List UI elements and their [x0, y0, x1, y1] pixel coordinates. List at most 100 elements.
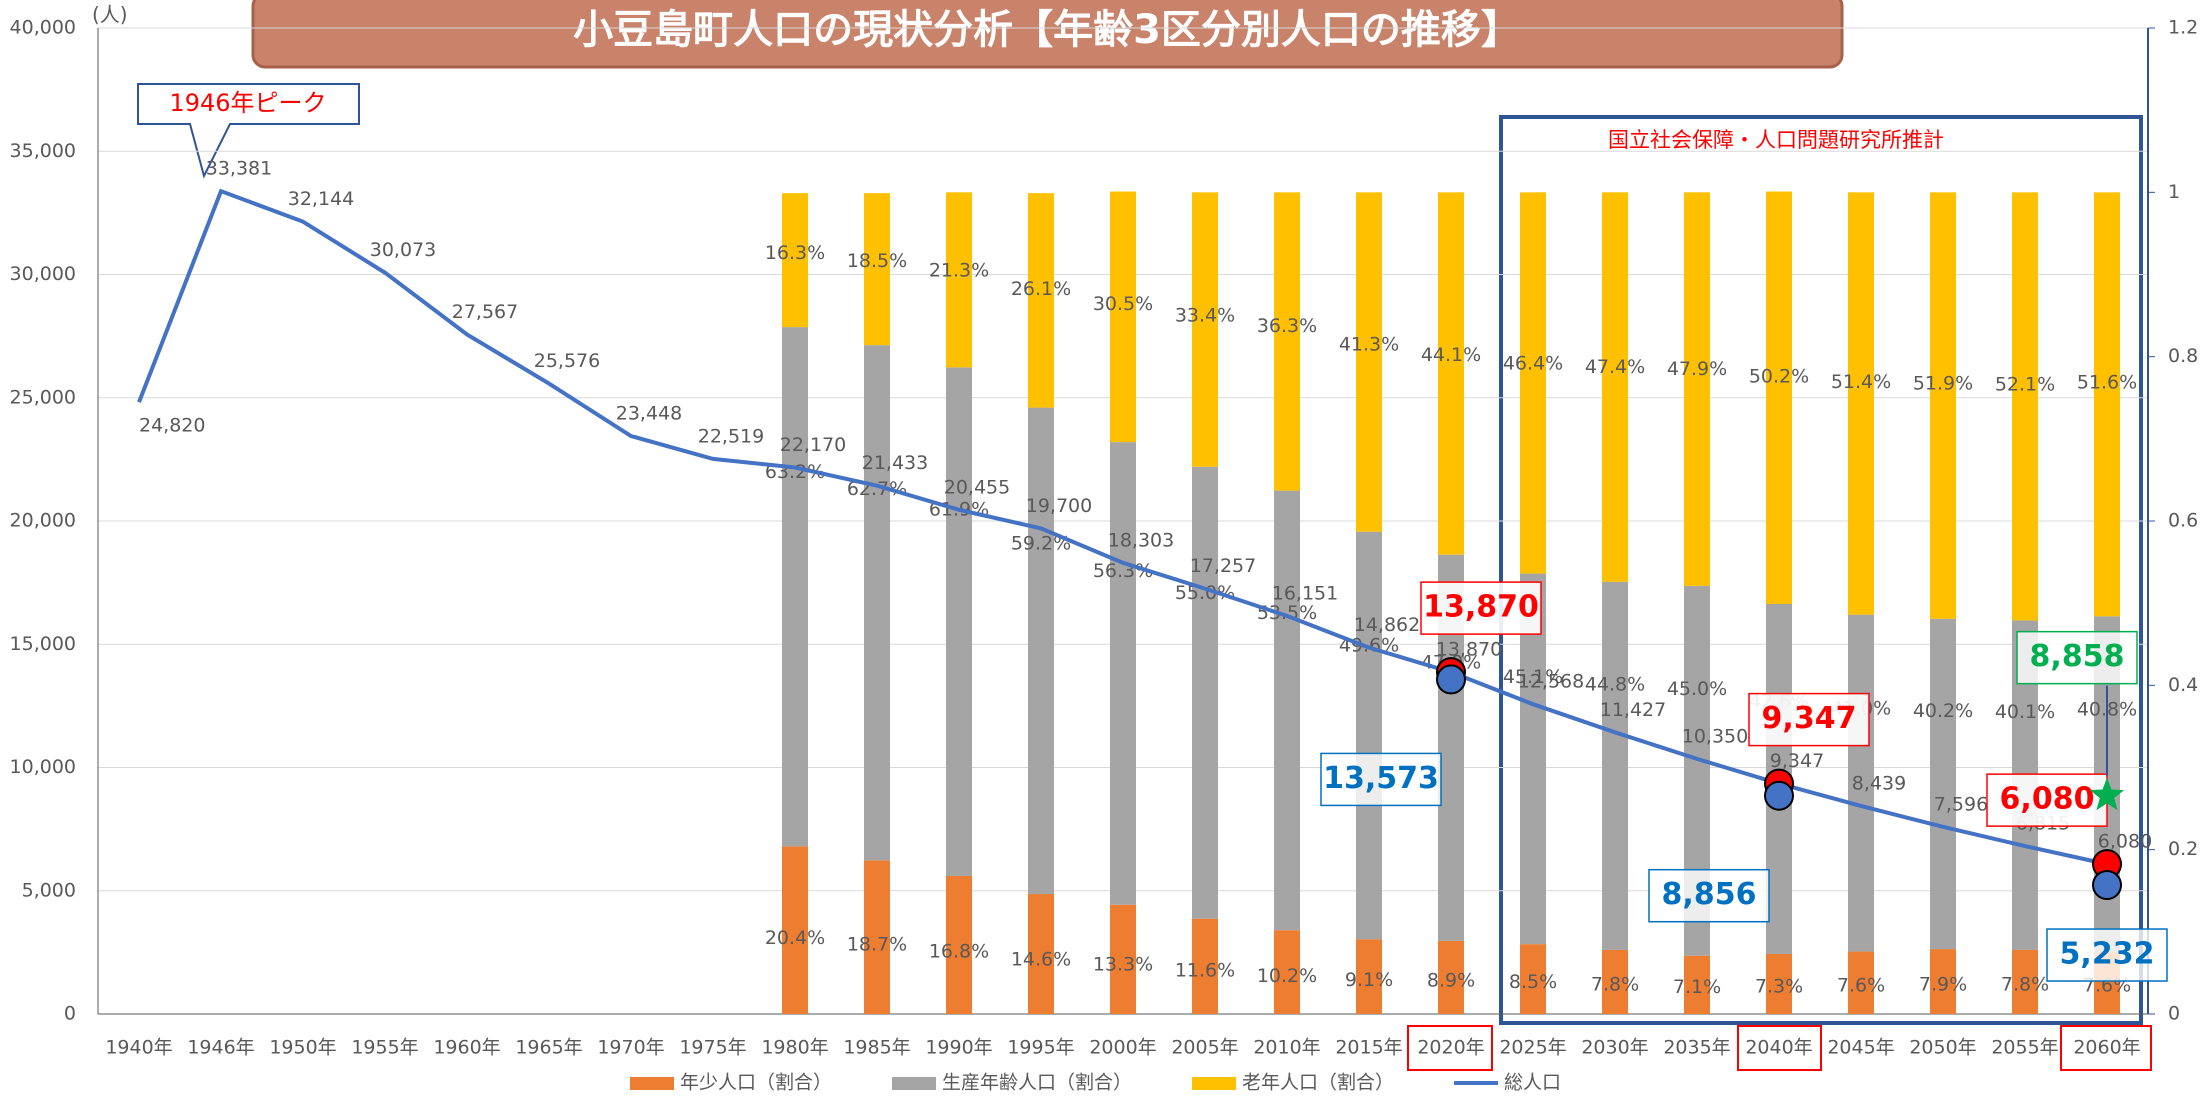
- bar-label: 40.2%: [1913, 700, 1973, 722]
- bar-label: 16.3%: [765, 242, 825, 264]
- chart-title: 小豆島町人口の現状分析【年齢3区分別人口の推移】: [573, 7, 1521, 53]
- callout-label: 5,232: [2060, 937, 2155, 972]
- callout-box: [1648, 868, 1770, 923]
- legend-swatch: [892, 1077, 937, 1090]
- callout-label: 13,573: [1323, 761, 1439, 796]
- bar-label: 7.1%: [1673, 976, 1721, 998]
- y2-tick-label: 0.2: [2168, 838, 2198, 860]
- line-label: 24,820: [139, 415, 205, 437]
- line-label: 11,427: [1600, 699, 1666, 721]
- line-label: 13,870: [1436, 639, 1502, 661]
- x-tick-label: 1950年: [269, 1037, 336, 1059]
- bar-label: 21.3%: [929, 260, 989, 282]
- bar-label: 40.1%: [1995, 701, 2055, 723]
- legend-label: 生産年齢人口（割合）: [942, 1072, 1132, 1094]
- x-tick-label: 1960年: [433, 1037, 500, 1059]
- highlight-box: [1737, 1025, 1822, 1071]
- y2-tick-label: 0.6: [2168, 510, 2198, 532]
- x-tick-label: 1946年: [187, 1037, 254, 1059]
- bar-label: 46.4%: [1503, 352, 1563, 374]
- bar: [1848, 614, 1874, 952]
- line-label: 12,568: [1518, 671, 1584, 693]
- x-tick-label: 1955年: [351, 1037, 418, 1059]
- bar: [1848, 192, 1874, 615]
- y-tick-label: 5,000: [22, 879, 76, 901]
- legend-label: 年少人口（割合）: [680, 1072, 832, 1094]
- line-label: 23,448: [616, 403, 682, 425]
- bar-label: 41.3%: [1339, 334, 1399, 356]
- bar: [1028, 193, 1054, 408]
- bar: [1274, 192, 1300, 491]
- bar-label: 11.6%: [1175, 960, 1235, 982]
- projection-label: 国立社会保障・人口問題研究所推計: [1608, 128, 1944, 152]
- x-tick-label: 2045年: [1827, 1037, 1894, 1059]
- legend-label: 老年人口（割合）: [1242, 1072, 1394, 1094]
- legend-label: 総人口: [1504, 1072, 1561, 1094]
- bar-label: 14.6%: [1011, 949, 1071, 971]
- bar-label: 51.4%: [1831, 371, 1891, 393]
- x-tick-label: 1985年: [843, 1037, 910, 1059]
- bar: [946, 875, 972, 1014]
- line-label: 21,433: [862, 452, 928, 474]
- callout-label: 8,856: [1662, 877, 1757, 912]
- x-tick-label: 2025年: [1499, 1037, 1566, 1059]
- bar-label: 52.1%: [1995, 373, 2055, 395]
- highlight-box: [1407, 1025, 1493, 1071]
- bar-label: 16.8%: [929, 940, 989, 962]
- bar: [1438, 940, 1464, 1014]
- bar: [1520, 573, 1546, 945]
- callout-box: [1748, 692, 1870, 747]
- bar-label: 50.2%: [1749, 366, 1809, 388]
- line-label: 9,347: [1770, 750, 1824, 772]
- y-tick-label: 10,000: [10, 756, 76, 778]
- x-tick-label: 1970年: [597, 1037, 664, 1059]
- x-tick-label: 1980年: [761, 1037, 828, 1059]
- bar-label: 45.1%: [1503, 666, 1563, 688]
- bar-label: 9.1%: [1345, 969, 1393, 991]
- bar: [864, 193, 890, 346]
- bar: [1848, 951, 1874, 1014]
- bar: [1028, 894, 1054, 1014]
- line-label: 10,350: [1682, 725, 1748, 747]
- bar: [1356, 939, 1382, 1014]
- y-tick-label: 40,000: [10, 17, 76, 39]
- y-tick-label: 20,000: [10, 510, 76, 532]
- bar-label: 30.5%: [1093, 293, 1153, 315]
- bar: [1192, 192, 1218, 467]
- peak-callout: [137, 83, 360, 179]
- x-tick-label: 2040年: [1745, 1037, 1812, 1059]
- x-tick-label: 1940年: [105, 1037, 172, 1059]
- bar-label: 53.5%: [1257, 602, 1317, 624]
- line-label: 16,151: [1272, 582, 1338, 604]
- x-tick-label: 2010年: [1253, 1037, 1320, 1059]
- y-tick-label: 25,000: [10, 386, 76, 408]
- x-tick-label: 2005年: [1171, 1037, 1238, 1059]
- bar: [782, 193, 808, 328]
- line-label: 22,170: [780, 434, 846, 456]
- bar: [1930, 192, 1956, 619]
- x-tick-label: 2050年: [1909, 1037, 1976, 1059]
- bar: [1766, 954, 1792, 1014]
- bar: [1602, 949, 1628, 1014]
- bar: [2012, 192, 2038, 621]
- y2-tick-label: 0.8: [2168, 345, 2198, 367]
- callout-label: 8,858: [2030, 639, 2125, 674]
- y2-tick-label: 1.2: [2168, 17, 2198, 39]
- bar: [1356, 192, 1382, 532]
- x-tick-label: 1975年: [679, 1037, 746, 1059]
- dot-marker: [1436, 664, 1466, 695]
- y-tick-label: 35,000: [10, 140, 76, 162]
- x-tick-label: 2035年: [1663, 1037, 1730, 1059]
- x-tick-label: 2030年: [1581, 1037, 1648, 1059]
- bar-label: 7.9%: [1919, 973, 1967, 995]
- y-unit: (人): [92, 3, 128, 27]
- line-label: 33,381: [206, 158, 272, 180]
- x-tick-label: 2020年: [1417, 1037, 1484, 1059]
- callout-box: [2046, 928, 2168, 982]
- bar: [1110, 904, 1136, 1014]
- line-label: 22,519: [698, 425, 764, 447]
- callout-box: [1986, 773, 2108, 827]
- callout-label: 6,080: [2000, 782, 2095, 817]
- callout-label: 13,870: [1423, 590, 1539, 625]
